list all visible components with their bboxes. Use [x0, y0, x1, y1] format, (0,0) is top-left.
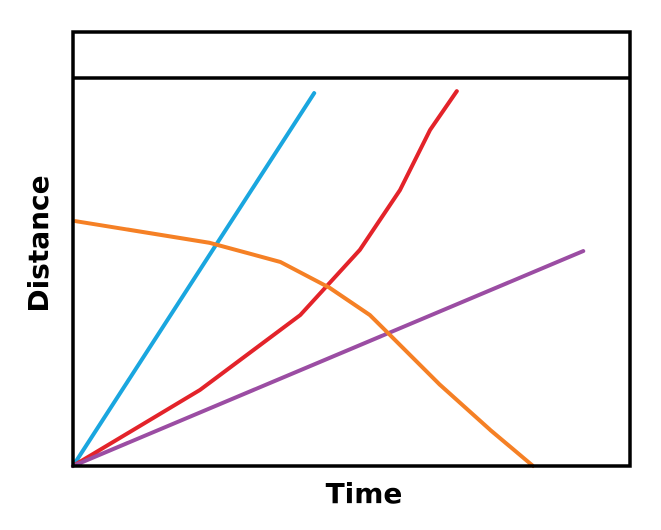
plot-frame — [71, 30, 632, 468]
x-axis-label: Time — [326, 477, 403, 510]
y-axis-label: Distance — [22, 175, 55, 312]
line — [71, 249, 586, 468]
line — [71, 91, 317, 468]
line — [71, 89, 459, 468]
line — [73, 219, 536, 468]
